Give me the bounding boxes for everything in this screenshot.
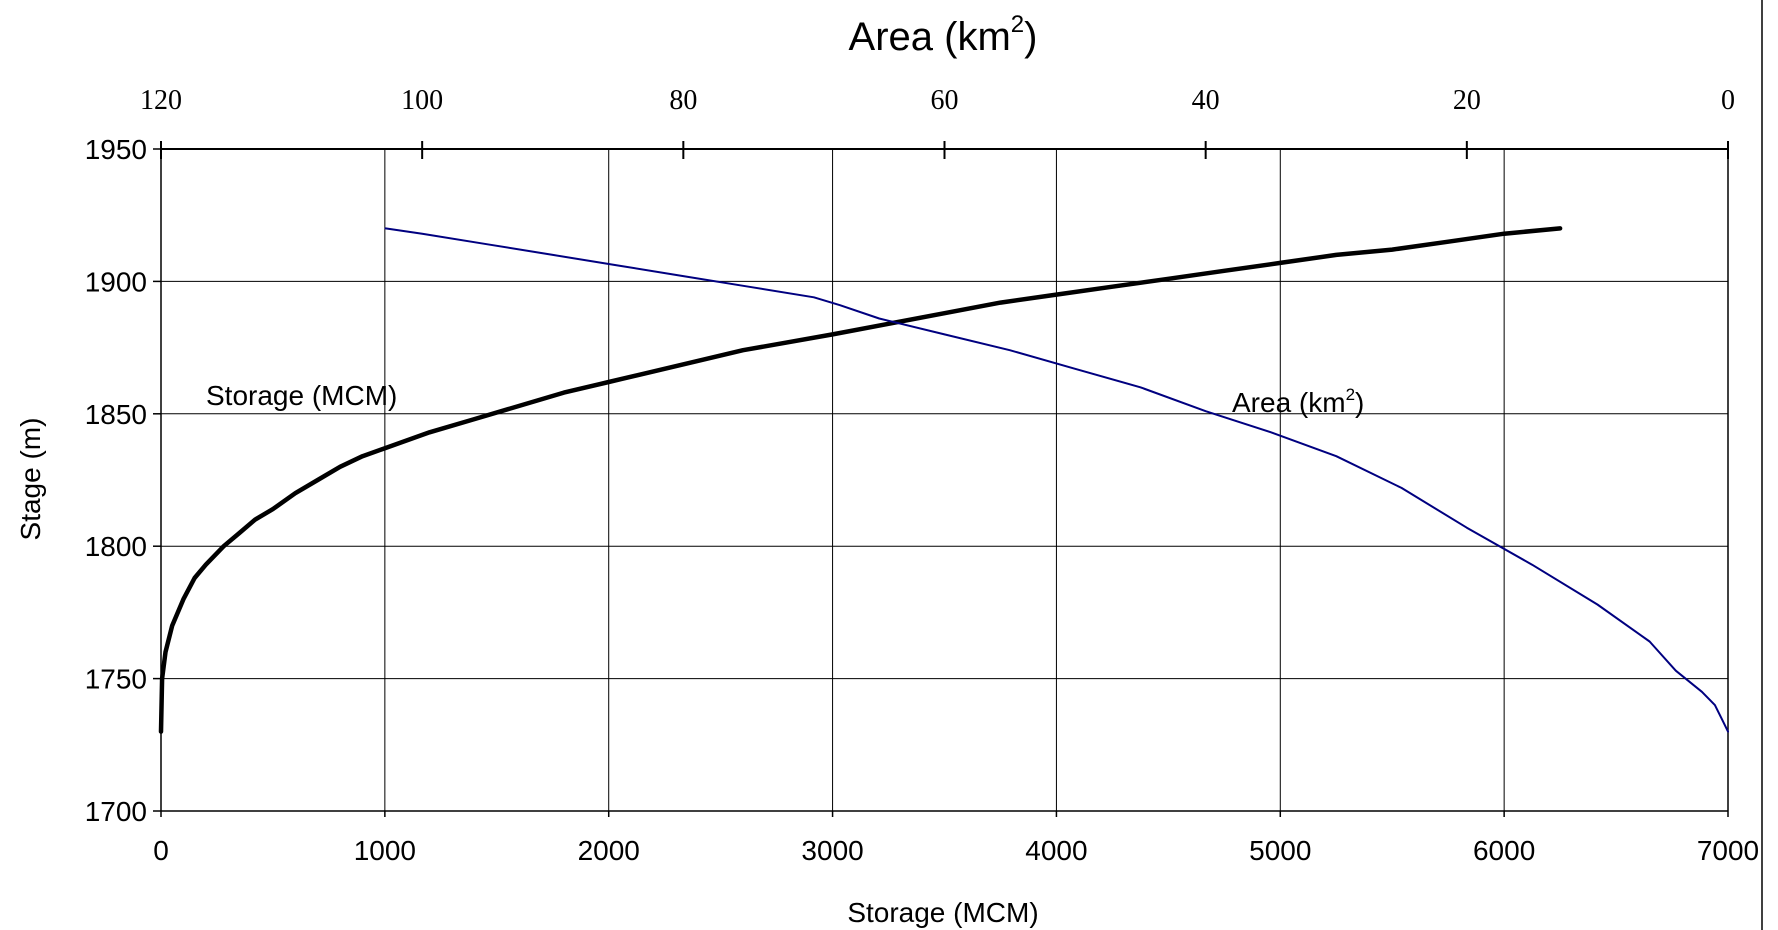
gridlines (161, 148, 1728, 811)
x-tick-label: 3000 (801, 835, 863, 866)
chart-title: Area (km2) (849, 11, 1038, 59)
x-tick-label: 6000 (1473, 835, 1535, 866)
axes (153, 141, 1729, 817)
x-tick-label: 2000 (578, 835, 640, 866)
y-tick-label: 1700 (85, 796, 147, 827)
storage-curve-label: Storage (MCM) (206, 380, 397, 411)
y-tick-label: 1950 (85, 134, 147, 165)
x-tick-label: 4000 (1025, 835, 1087, 866)
top-tick-label: 0 (1721, 85, 1735, 116)
x-tick-label: 5000 (1249, 835, 1311, 866)
y-tick-label: 1850 (85, 399, 147, 430)
tick-labels: 0 1000 2000 3000 4000 5000 6000 700017001750180… (85, 85, 1759, 866)
area-series-line (384, 227, 1729, 733)
y-tick-label: 1900 (85, 266, 147, 297)
x-tick-label: 7000 (1697, 835, 1759, 866)
y-tick-label: 1750 (85, 664, 147, 695)
area-curve-label: Area (km2) (1232, 385, 1364, 418)
top-tick-label: 40 (1192, 85, 1220, 116)
y-tick-label: 1800 (85, 531, 147, 562)
storage-series-line (158, 226, 1563, 734)
x-axis-label: Storage (MCM) (847, 897, 1038, 928)
top-tick-label: 120 (140, 85, 182, 116)
x-tick-label: 0 (153, 835, 169, 866)
top-tick-label: 20 (1453, 85, 1481, 116)
x-tick-label: 1000 (354, 835, 416, 866)
top-tick-label: 100 (401, 85, 443, 116)
y-axis-label: Stage (m) (15, 418, 46, 541)
top-tick-label: 80 (669, 85, 697, 116)
series-lines (158, 226, 1729, 734)
top-tick-label: 60 (931, 85, 959, 116)
